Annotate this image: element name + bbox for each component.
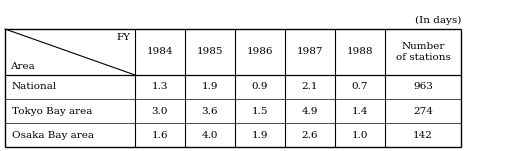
Text: 1988: 1988: [347, 48, 373, 56]
Text: 1.0: 1.0: [352, 130, 368, 140]
Text: 1.9: 1.9: [202, 82, 218, 92]
Text: 3.0: 3.0: [152, 106, 168, 116]
Text: 142: 142: [413, 130, 433, 140]
Text: 2.6: 2.6: [302, 130, 318, 140]
Text: 1.3: 1.3: [152, 82, 168, 92]
Text: 963: 963: [413, 82, 433, 92]
Text: 4.9: 4.9: [302, 106, 318, 116]
Text: 1.4: 1.4: [352, 106, 368, 116]
Text: FY: FY: [116, 33, 130, 42]
Text: 1.5: 1.5: [252, 106, 268, 116]
Text: 274: 274: [413, 106, 433, 116]
Text: 1984: 1984: [147, 48, 173, 56]
Text: 1986: 1986: [247, 48, 273, 56]
Text: 4.0: 4.0: [202, 130, 218, 140]
Text: 1.6: 1.6: [152, 130, 168, 140]
Text: 1987: 1987: [297, 48, 323, 56]
Text: (In days): (In days): [415, 16, 461, 25]
Text: Area: Area: [10, 62, 35, 71]
Text: 0.7: 0.7: [352, 82, 368, 92]
Text: 1.9: 1.9: [252, 130, 268, 140]
Text: 0.9: 0.9: [252, 82, 268, 92]
Text: Tokyo Bay area: Tokyo Bay area: [12, 106, 92, 116]
Text: Osaka Bay area: Osaka Bay area: [12, 130, 94, 140]
Text: Number
of stations: Number of stations: [395, 42, 451, 62]
Text: 1985: 1985: [197, 48, 224, 56]
Text: National: National: [12, 82, 57, 92]
Text: 3.6: 3.6: [202, 106, 218, 116]
Text: 2.1: 2.1: [302, 82, 318, 92]
